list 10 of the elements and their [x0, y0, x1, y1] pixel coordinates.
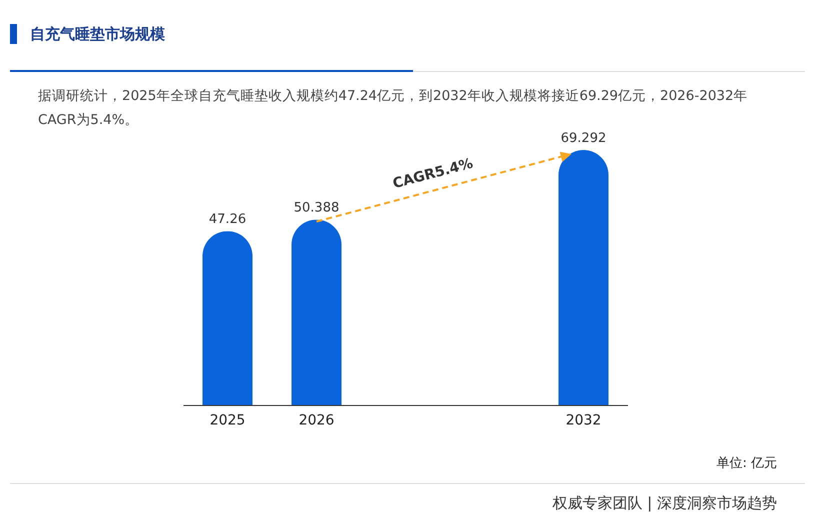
data-label: 69.292	[560, 131, 606, 146]
text: 权威专家团队 | 深度洞察市场趋势	[552, 494, 777, 513]
data-label: 47.26	[208, 212, 246, 228]
x-tick-label: 2032	[566, 412, 602, 428]
text: 单位: 亿元	[716, 455, 777, 472]
x-tick-label: 2026	[298, 412, 334, 428]
chart-subtitle: 据调研统计，2025年全球自充气睡垫收入规模约47.24亿元，到2032年收入规模将接近69.29亿元，2026-2032年CAGR为5.4%。	[38, 87, 749, 130]
x-tick-label: 2025	[210, 412, 246, 428]
chart-title: 自充气睡垫市场规模	[30, 24, 165, 44]
data-label: 50.388	[294, 200, 340, 216]
